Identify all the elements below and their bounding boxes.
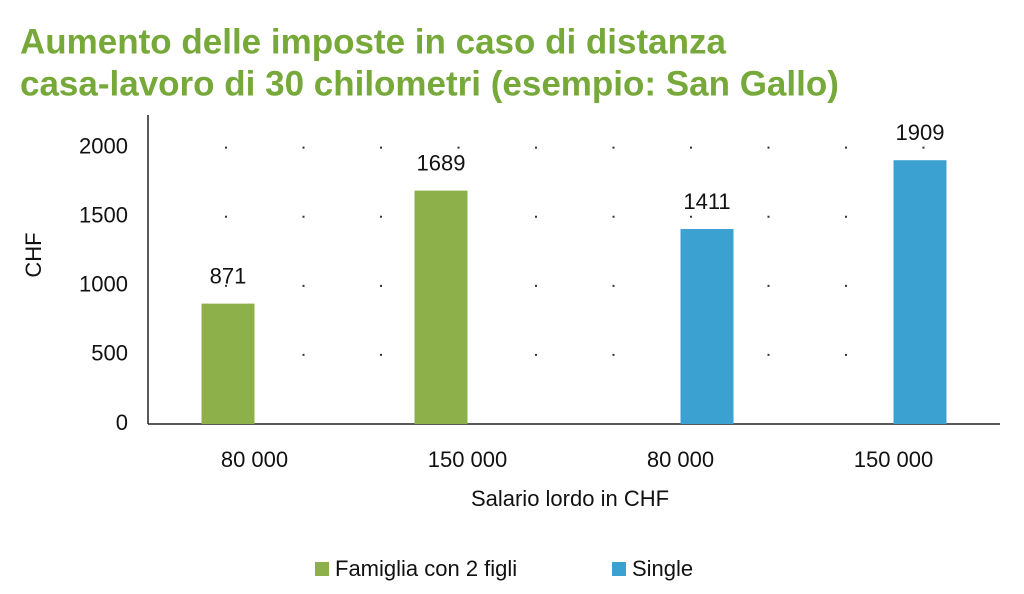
legend-label: Single [632,556,693,581]
chart-title: Aumento delle imposte in caso di distanz… [20,22,726,61]
x-tick-label: 150 000 [854,447,934,472]
legend-swatch [612,562,626,576]
bar [201,303,255,424]
y-tick-label: 0 [116,410,128,435]
y-tick-label: 1500 [79,203,128,228]
value-label: 871 [210,263,247,288]
legend-swatch [315,562,329,576]
value-label: 1909 [896,120,945,145]
value-label: 1411 [683,189,730,214]
x-tick-label: 80 000 [647,447,714,472]
value-label: 1689 [417,150,466,175]
bar [893,160,947,424]
y-tick-label: 1000 [79,272,128,297]
bar [414,190,468,424]
bar [680,229,734,424]
y-axis-label: CHF [21,232,46,277]
x-tick-label: 150 000 [428,447,508,472]
legend-label: Famiglia con 2 figli [335,556,517,581]
y-tick-label: 500 [91,341,128,366]
chart-title: casa-lavoro di 30 chilometri (esempio: S… [20,64,839,103]
y-tick-label: 2000 [79,133,128,158]
x-axis-label: Salario lordo in CHF [471,486,669,511]
x-tick-label: 80 000 [221,447,288,472]
